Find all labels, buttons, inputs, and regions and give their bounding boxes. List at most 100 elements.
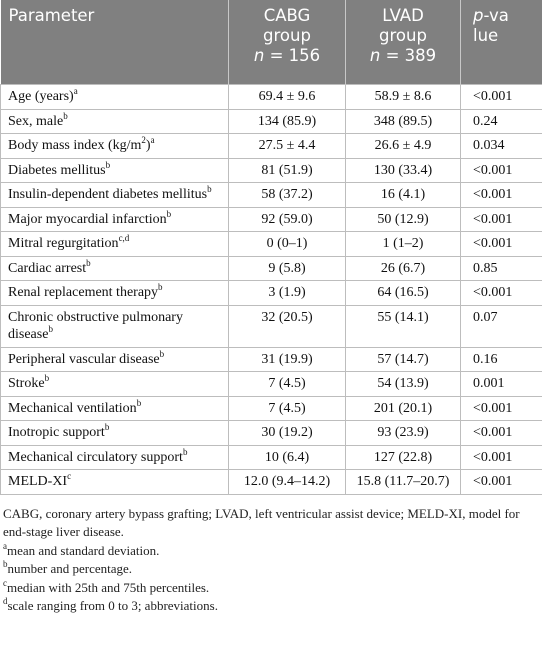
parameter-cell: Strokeb [0,371,229,397]
footnotes: CABG, coronary artery bypass grafting; L… [0,495,542,616]
cabg-cell: 134 (85.9) [228,108,346,134]
cabg-cell: 69.4 ± 9.6 [228,84,346,110]
parameter-text: MELD-XI [8,474,68,489]
p-value-cell: <0.001 [460,280,542,306]
lvad-cell: 93 (23.9) [345,420,461,446]
superscript: a [73,86,78,96]
cabg-cell: 30 (19.2) [228,420,346,446]
lvad-cell: 57 (14.7) [345,346,461,372]
parameter-text: Peripheral vascular disease [8,351,160,367]
lvad-cell: 16 (4.1) [345,182,461,208]
superscript: b [136,397,142,408]
parameter-text: Chronic obstructive pulmonary disease [8,309,183,343]
lvad-cell: 64 (16.5) [345,280,461,306]
superscript: b [166,208,172,219]
lvad-cell: 26.6 ± 4.9 [345,133,461,159]
lvad-cell: 201 (20.1) [345,395,461,421]
parameter-cell: Mechanical ventilationb [0,395,229,421]
p-value-cell: <0.001 [460,420,542,446]
table-row: Insulin-dependent diabetes mellitusb 58 (… [0,182,542,208]
header-text: Parameter [8,6,95,25]
p-value-cell: 0.16 [460,346,542,372]
footnote-mark: d [3,596,8,606]
superscript: b [63,110,68,121]
superscript: b [48,324,53,334]
table-row: Strokeb 7 (4.5) 54 (13.9) 0.001 [0,371,542,397]
parameter-cell: MELD-XIc [0,469,229,495]
lvad-cell: 348 (89.5) [345,108,461,134]
p-value-cell: <0.001 [460,206,542,232]
header-cell: CABG group n = 156 [228,0,346,85]
parameter-cell: Mitral regurgitationc,d [0,231,229,257]
footnote-text: median with 25th and 75th percentiles. [7,579,210,595]
lvad-cell: 55 (14.1) [345,304,461,348]
n-symbol: n [253,46,265,65]
lvad-cell: 50 (12.9) [345,206,461,232]
footnote-mark: a [3,540,7,551]
lvad-cell: 1 (1–2) [345,231,461,257]
footnote-text: number and percentage. [7,561,133,576]
table-row: Major myocardial infarctionb 92 (59.0) 50 … [0,206,542,232]
p-value-cell: <0.001 [460,182,542,208]
p-value-cell: 0.001 [460,371,542,397]
lvad-cell: 15.8 (11.7–20.7) [345,469,461,495]
table-row: Mechanical ventilationb 7 (4.5) 201 (20.1)… [0,395,542,421]
header-text: -value [473,6,509,45]
parameter-text: Stroke [8,376,45,391]
cabg-cell: 10 (6.4) [228,444,346,470]
header-text: LVAD group [379,6,427,45]
parameter-cell: Body mass index (kg/m2)a [0,133,229,159]
lvad-cell: 127 (22.8) [345,444,461,470]
lvad-cell: 130 (33.4) [345,157,461,183]
p-value-cell: <0.001 [460,469,542,495]
parameter-cell: Insulin-dependent diabetes mellitusb [0,182,229,208]
header-cell: p-value [460,0,542,85]
p-value-cell: 0.07 [460,304,542,348]
superscript: b [105,159,111,170]
cabg-cell: 7 (4.5) [228,395,346,421]
footnote: bnumber and percentage. [3,560,539,579]
n-value: = 389 [380,46,437,65]
n-symbol: n [369,46,381,65]
table-row: Age (years)a 69.4 ± 9.6 58.9 ± 8.6 <0.001 [0,84,542,110]
lvad-cell: 26 (6.7) [345,255,461,281]
p-value-cell: <0.001 [460,395,542,421]
superscript: b [44,373,50,383]
abbreviations: CABG, coronary artery bypass grafting; L… [3,505,520,540]
table-row: Sex, maleb 134 (85.9) 348 (89.5) 0.24 [0,108,542,134]
parameter-text: Mitral regurgitation [8,236,119,251]
parameter-cell: Inotropic supportb [0,420,229,446]
header-text: CABG group [263,6,311,45]
parameter-cell: Chronic obstructive pulmonary diseaseb [0,304,229,348]
superscript: c [67,471,72,481]
table-header: Parameter CABG group n = 156 LVAD group n … [0,0,542,85]
parameter-cell: Age (years)a [0,84,229,110]
n-value: = 156 [264,46,321,65]
header-cell: Parameter [0,0,229,85]
p-value-cell: <0.001 [460,157,542,183]
table-row: Body mass index (kg/m2)a 27.5 ± 4.4 26.6 ±… [0,133,542,159]
footnote: dscale ranging from 0 to 3; abbreviation… [3,597,539,616]
footnote-text: scale ranging from 0 to 3; abbreviations… [7,598,218,613]
p-value-cell: <0.001 [460,231,542,257]
cabg-cell: 32 (20.5) [228,304,346,348]
superscript: b [182,446,188,457]
parameter-cell: Mechanical circulatory supportb [0,444,229,470]
parameter-cell: Sex, maleb [0,108,229,134]
superscript: c,d [118,233,130,243]
parameter-text: Diabetes mellitus [8,162,106,178]
table-row: Inotropic supportb 30 (19.2) 93 (23.9) <0.0… [0,420,542,446]
cabg-cell: 3 (1.9) [228,280,346,306]
parameter-cell: Diabetes mellitusb [0,157,229,183]
superscript: b [159,348,165,359]
cabg-cell: 92 (59.0) [228,206,346,232]
parameter-text: Insulin-dependent diabetes mellitus [8,187,208,202]
cabg-cell: 7 (4.5) [228,371,346,397]
parameter-text: Mechanical ventilation [8,400,137,416]
table-row: Mechanical circulatory supportb 10 (6.4) 1… [0,444,542,470]
parameter-text: Body mass index (kg/m [8,138,142,153]
p-value-cell: 0.24 [460,108,542,134]
p-value-cell: 0.034 [460,133,542,159]
parameter-text: ) [145,138,151,153]
